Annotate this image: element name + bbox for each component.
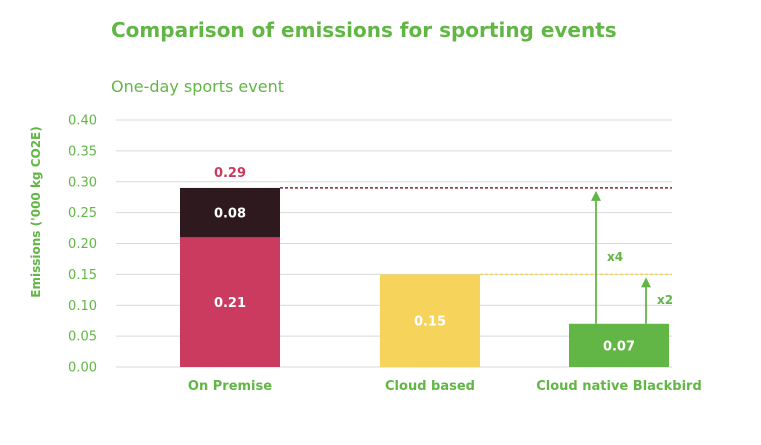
bar-total-label: 0.29 (214, 166, 246, 181)
x-tick-label: Cloud native Blackbird (536, 379, 702, 394)
y-tick-label: 0.20 (68, 237, 97, 252)
y-tick-label: 0.30 (68, 175, 97, 190)
bar-segment (569, 323, 669, 367)
bar-value-label: 0.21 (214, 296, 246, 311)
y-tick-label: 0.05 (68, 330, 97, 345)
chart-subtitle: One-day sports event (111, 77, 284, 96)
y-tick-label: 0.00 (68, 361, 97, 376)
bar-segment (180, 187, 280, 238)
y-axis-label: Emissions ('000 kg CO2E) (29, 126, 43, 298)
annotation-label: x4 (607, 250, 623, 264)
chart-title: Comparison of emissions for sporting eve… (111, 18, 617, 42)
bar-value-label: 0.15 (414, 315, 446, 330)
y-tick-label: 0.40 (68, 114, 97, 129)
bar-value-label: 0.07 (603, 339, 635, 354)
x-tick-label: Cloud based (385, 379, 475, 394)
x-tick-label: On Premise (188, 379, 272, 394)
annotation-label: x2 (657, 293, 673, 307)
y-tick-label: 0.25 (68, 206, 97, 221)
bar-value-label: 0.08 (214, 207, 246, 222)
y-tick-label: 0.35 (68, 144, 97, 159)
y-tick-label: 0.10 (68, 299, 97, 314)
y-tick-label: 0.15 (68, 268, 97, 283)
bar-segment (180, 237, 280, 367)
bar-segment (380, 274, 480, 367)
